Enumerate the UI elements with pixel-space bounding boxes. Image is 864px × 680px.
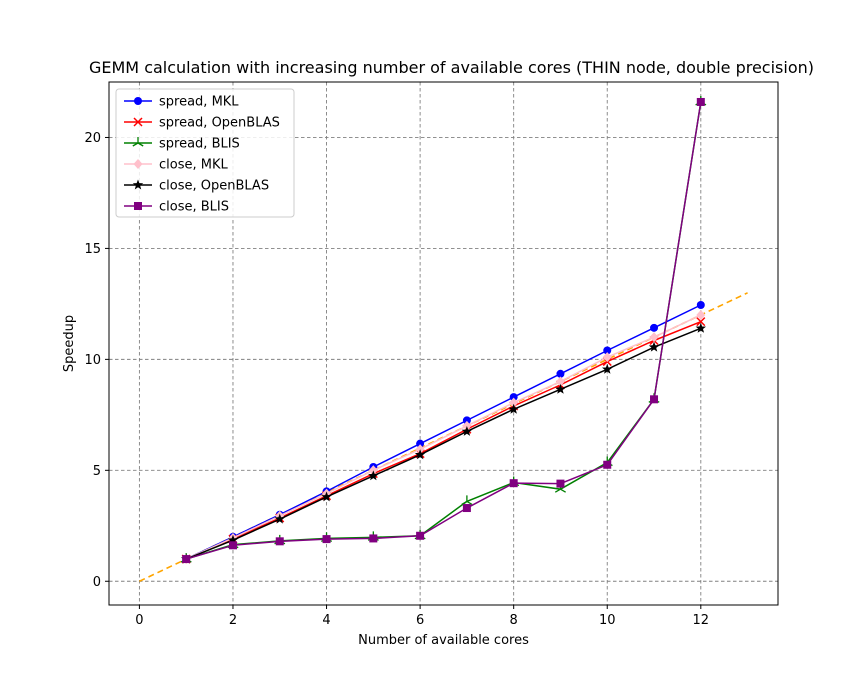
data-point xyxy=(462,420,472,431)
series-6 xyxy=(182,97,705,564)
series-line xyxy=(185,327,702,560)
data-point xyxy=(321,491,332,502)
x-tick-label: 2 xyxy=(229,613,237,628)
data-point xyxy=(603,460,612,469)
x-tick-label: 10 xyxy=(599,613,616,628)
data-point xyxy=(650,323,659,332)
axis-ticks: 0 2 4 6 8 10 12 0 5 10 15 20 xyxy=(84,131,709,628)
data-point xyxy=(695,322,707,333)
data-point xyxy=(369,534,378,543)
data-point xyxy=(368,465,378,476)
data-point xyxy=(227,534,239,545)
data-point xyxy=(461,495,473,505)
legend-label: close, MKL xyxy=(159,158,228,173)
legend-item: spread, MKL xyxy=(124,95,239,110)
data-point xyxy=(556,369,565,378)
data-point xyxy=(462,416,471,425)
legend-box xyxy=(115,88,295,218)
data-point xyxy=(555,376,565,387)
data-point xyxy=(322,535,331,544)
data-point xyxy=(602,352,612,363)
data-point xyxy=(509,479,518,488)
data-point xyxy=(414,449,426,460)
chart-title: GEMM calculation with increasing number … xyxy=(89,58,814,77)
y-tick-label: 15 xyxy=(84,242,101,257)
data-point xyxy=(461,425,473,436)
data-point xyxy=(555,383,566,394)
data-point xyxy=(274,513,285,524)
x-tick-label: 8 xyxy=(510,613,518,628)
data-point xyxy=(648,341,660,352)
legend-item: close, BLIS xyxy=(124,200,229,215)
legend-label: close, OpenBLAS xyxy=(159,179,269,194)
data-point xyxy=(416,439,425,448)
data-point xyxy=(696,301,705,310)
data-point xyxy=(509,393,518,402)
series-group xyxy=(180,95,707,565)
data-point xyxy=(696,97,705,106)
legend-item: spread, OpenBLAS xyxy=(124,116,280,131)
series-1 xyxy=(182,301,705,564)
legend-swatch-marker xyxy=(133,117,143,127)
y-axis-label: Speedup xyxy=(62,315,77,372)
data-point xyxy=(650,395,659,404)
legend-label: spread, MKL xyxy=(159,95,239,110)
series-line xyxy=(185,314,702,560)
y-tick-label: 0 xyxy=(93,575,101,590)
data-point xyxy=(509,397,519,408)
data-point xyxy=(182,555,191,564)
x-tick-label: 6 xyxy=(416,613,424,628)
data-point xyxy=(508,403,519,414)
data-point xyxy=(275,537,284,546)
legend-swatch-marker xyxy=(132,179,144,190)
y-tick-label: 10 xyxy=(84,353,101,368)
data-point xyxy=(462,504,471,513)
legend-swatch-marker xyxy=(134,97,142,105)
legend-swatch-marker xyxy=(134,202,142,210)
legend-item: close, OpenBLAS xyxy=(124,179,269,194)
data-point xyxy=(603,346,612,355)
legend: spread, MKL spread, OpenBLAS spread, BLIS c… xyxy=(115,88,295,218)
legend-swatch-marker xyxy=(133,159,143,169)
legend-item: spread, BLIS xyxy=(124,137,240,152)
legend-label: spread, OpenBLAS xyxy=(159,116,280,131)
data-point xyxy=(556,479,565,488)
data-point xyxy=(602,363,613,374)
data-point xyxy=(696,317,706,327)
x-tick-label: 0 xyxy=(135,613,143,628)
y-tick-label: 20 xyxy=(84,131,101,146)
series-5 xyxy=(180,322,707,564)
legend-label: spread, BLIS xyxy=(159,137,240,152)
data-point xyxy=(228,541,237,550)
legend-item: close, MKL xyxy=(124,158,228,173)
series-line xyxy=(185,320,702,560)
series-line xyxy=(185,304,702,560)
data-point xyxy=(696,309,706,320)
series-line xyxy=(185,101,702,560)
plot-frame xyxy=(108,81,779,606)
data-point xyxy=(649,332,659,343)
x-tick-label: 12 xyxy=(693,613,710,628)
y-tick-label: 5 xyxy=(93,464,101,479)
data-point xyxy=(416,531,425,540)
legend-swatch-marker xyxy=(132,137,144,147)
data-point xyxy=(368,470,379,481)
x-tick-label: 4 xyxy=(322,613,330,628)
data-point xyxy=(415,444,425,455)
x-axis-label: Number of available cores xyxy=(358,633,529,648)
legend-label: close, BLIS xyxy=(159,200,229,215)
series-2 xyxy=(181,317,706,564)
